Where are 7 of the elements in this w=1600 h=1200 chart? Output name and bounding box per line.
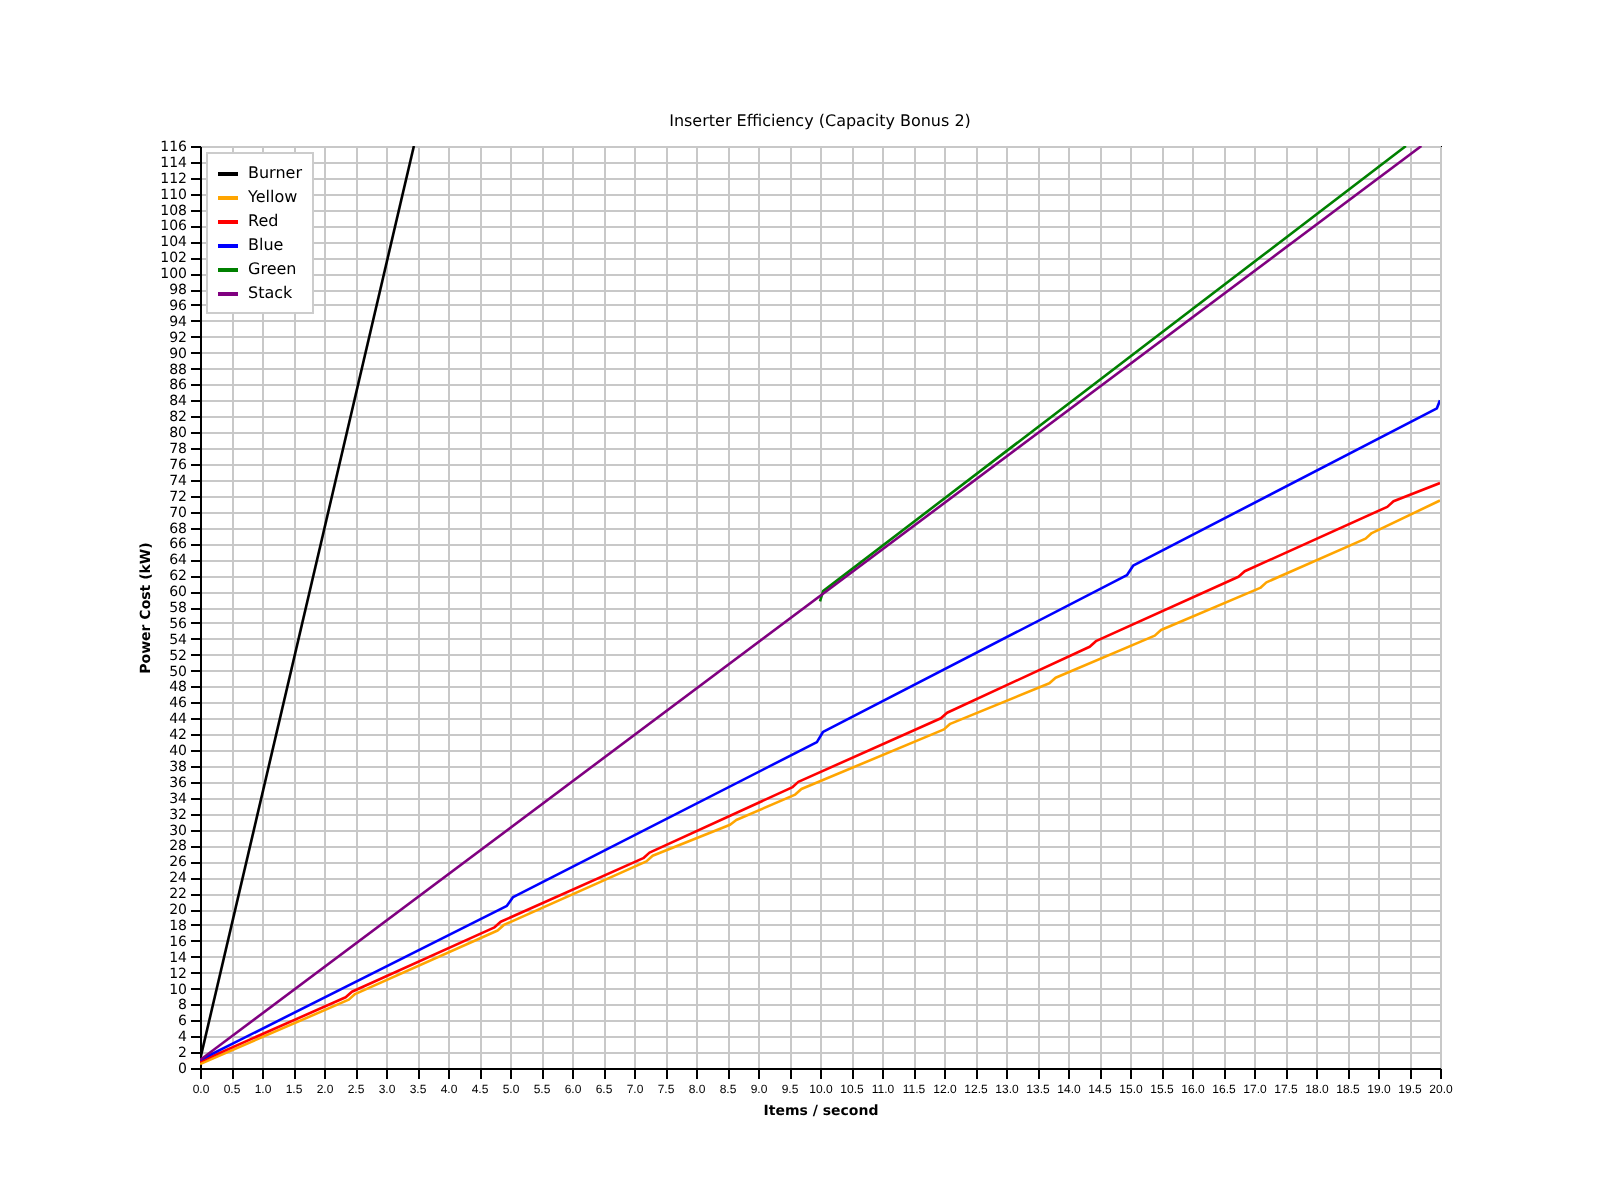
legend-label: Red <box>248 212 279 230</box>
legend-label: Burner <box>248 164 304 182</box>
chart-title: Inserter Efficiency (Capacity Bonus 2) <box>669 112 971 130</box>
legend-label: Blue <box>248 236 284 254</box>
legend-label: Stack <box>248 284 294 302</box>
legend-label: Yellow <box>246 188 299 206</box>
legend-label: Green <box>248 260 297 278</box>
